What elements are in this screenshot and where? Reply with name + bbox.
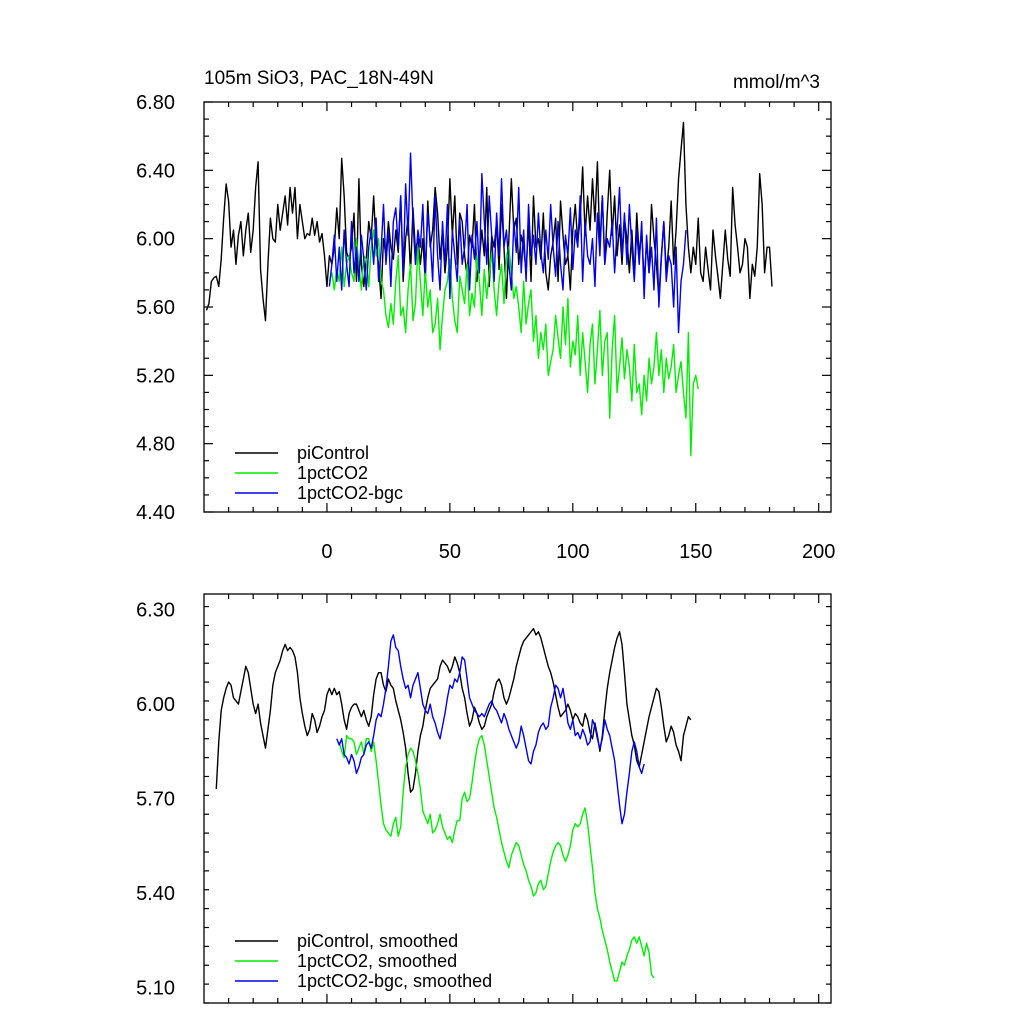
bottom-legend-label-1: 1pctCO2, smoothed	[297, 951, 457, 971]
bottom-y-tick-label: 5.70	[136, 789, 175, 811]
bottom-plot-frame	[203, 593, 832, 1004]
top-legend-label-1: 1pctCO2	[297, 463, 368, 483]
bottom-legend-label-0: piControl, smoothed	[297, 931, 458, 951]
top-y-tick-label: 6.40	[136, 160, 175, 182]
bottom-series-line-1	[338, 734, 655, 982]
top-x-tick-label: 100	[556, 541, 589, 563]
top-series-line-1	[328, 229, 699, 457]
top-x-tick-label: 0	[321, 541, 332, 563]
bottom-series-line-0	[215, 627, 692, 793]
top-series-line-2	[328, 152, 687, 334]
top-x-tick-label: 50	[439, 541, 461, 563]
top-chart-units: mmol/m^3	[733, 72, 820, 93]
bottom-y-tick-label: 6.30	[136, 600, 175, 622]
top-y-tick-label: 4.80	[136, 434, 175, 456]
top-series-line-0	[205, 121, 773, 322]
bottom-series-line-2	[336, 634, 645, 825]
bottom-y-tick-label: 5.10	[136, 977, 175, 999]
top-y-tick-label: 5.20	[136, 365, 175, 387]
top-chart-title: 105m SiO3, PAC_18N-49N	[204, 68, 434, 89]
top-y-tick-label: 6.00	[136, 229, 175, 251]
top-chart-panel: 0 50 100 150 200 4.40 4.80 5.20 5.60 6.00 6.40 6.80…	[136, 92, 835, 563]
top-x-tick-label: 150	[679, 541, 712, 563]
bottom-legend-label-2: 1pctCO2-bgc, smoothed	[297, 971, 492, 991]
top-legend-label-2: 1pctCO2-bgc	[297, 483, 403, 503]
top-y-tick-label: 5.60	[136, 297, 175, 319]
bottom-y-tick-label: 5.40	[136, 883, 175, 905]
top-x-tick-label: 200	[802, 541, 835, 563]
top-legend-label-0: piControl	[297, 443, 369, 463]
bottom-y-tick-label: 6.00	[136, 694, 175, 716]
top-y-tick-label: 6.80	[136, 92, 175, 114]
top-y-tick-label: 4.40	[136, 502, 175, 524]
